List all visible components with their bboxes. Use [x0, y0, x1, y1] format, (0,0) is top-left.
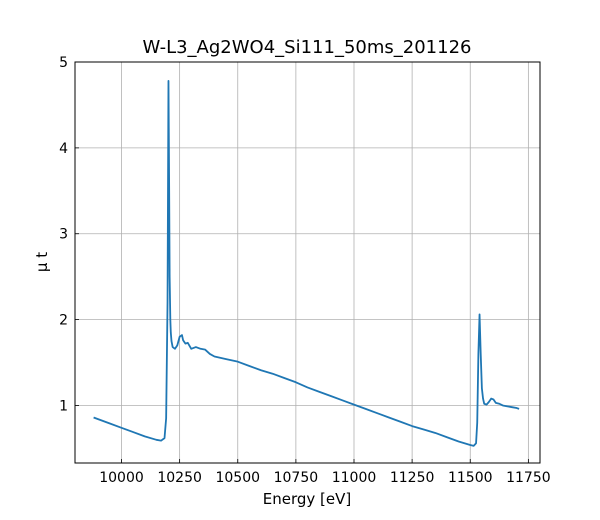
y-tick-label: 3: [59, 227, 68, 243]
x-tick-label: 11250: [390, 470, 435, 486]
series: [93, 79, 520, 447]
y-tick-label: 2: [59, 313, 68, 329]
x-tick-label: 10750: [274, 470, 319, 486]
ticks: 10000 10250 10500 10750 11000 11250 11500 11750…: [59, 55, 551, 486]
x-tick-label: 11500: [448, 470, 493, 486]
plot-frame: [74, 61, 541, 464]
x-tick-label: 11750: [506, 470, 551, 486]
chart-title: W-L3_Ag2WO4_Si111_50ms_201126: [143, 37, 472, 58]
x-tick-label: 10250: [157, 470, 202, 486]
y-tick-label: 1: [59, 398, 68, 414]
y-axis-label: μ t: [33, 252, 51, 272]
y-tick-label: 4: [59, 141, 68, 157]
y-tick-label: 5: [59, 55, 68, 71]
series-line: [93, 79, 520, 447]
x-tick-label: 11000: [332, 470, 377, 486]
x-tick-label: 10500: [215, 470, 260, 486]
x-axis-label: Energy [eV]: [263, 490, 351, 508]
x-tick-label: 10000: [99, 470, 144, 486]
